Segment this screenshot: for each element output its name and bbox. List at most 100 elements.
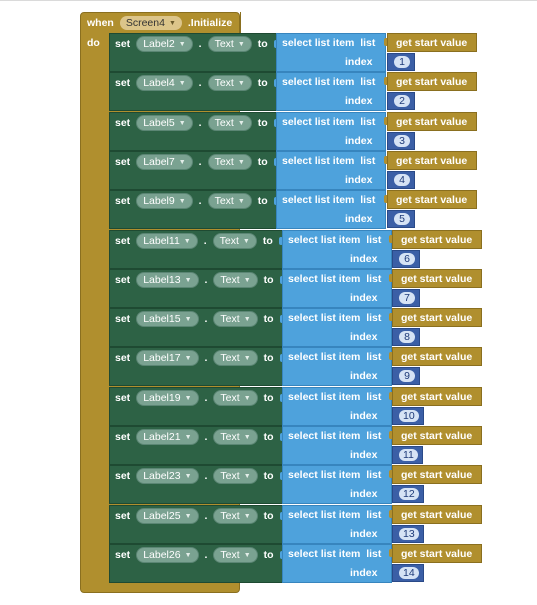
index-value[interactable]: 6 (399, 253, 415, 265)
get-start-value-block[interactable]: get start value (387, 190, 477, 209)
number-block[interactable]: 1 (387, 53, 415, 71)
number-block[interactable]: 7 (392, 289, 420, 307)
component-dropdown[interactable]: Label4 ▼ (136, 75, 193, 91)
get-start-value-block[interactable]: get start value (392, 387, 482, 406)
select-list-item-block[interactable] (276, 151, 386, 190)
to-keyword: to (257, 117, 268, 129)
component-dropdown[interactable]: Label11 ▼ (136, 233, 198, 249)
number-block[interactable]: 5 (387, 210, 415, 228)
get-start-value-block[interactable]: get start value (387, 151, 477, 170)
property-dropdown[interactable]: Text ▼ (213, 547, 258, 563)
component-dropdown-value: Label13 (143, 274, 181, 286)
list-socket-label: list (360, 194, 376, 206)
component-dropdown[interactable]: Label23 ▼ (136, 468, 199, 484)
component-dropdown[interactable]: Label13 ▼ (136, 272, 199, 288)
number-block[interactable]: 3 (387, 132, 415, 150)
property-dropdown[interactable]: Text ▼ (207, 154, 252, 170)
select-list-item-block[interactable] (282, 269, 392, 308)
index-value[interactable]: 4 (394, 174, 410, 186)
component-dropdown[interactable]: Label26 ▼ (136, 547, 199, 563)
property-dropdown[interactable]: Text ▼ (207, 75, 252, 91)
property-dropdown[interactable]: Text ▼ (213, 508, 258, 524)
number-block[interactable]: 2 (387, 92, 415, 110)
number-block[interactable]: 12 (392, 485, 424, 503)
number-block[interactable]: 8 (392, 328, 420, 346)
property-dropdown[interactable]: Text ▼ (213, 272, 258, 288)
dropdown-arrow-icon: ▼ (243, 315, 251, 323)
index-value[interactable]: 9 (399, 370, 415, 382)
select-list-item-block[interactable] (282, 347, 392, 386)
get-start-value-block[interactable]: get start value (392, 465, 482, 484)
number-block[interactable]: 11 (392, 446, 423, 464)
select-list-item-block[interactable] (282, 544, 392, 583)
get-start-value-block[interactable]: get start value (387, 112, 477, 131)
number-block[interactable]: 14 (392, 564, 424, 582)
component-dropdown[interactable]: Label21 ▼ (136, 429, 199, 445)
property-dropdown[interactable]: Text ▼ (207, 115, 252, 131)
get-start-value-block[interactable]: get start value (392, 505, 482, 524)
number-block[interactable]: 10 (392, 407, 424, 425)
property-dropdown[interactable]: Text ▼ (213, 468, 258, 484)
dropdown-arrow-icon: ▼ (243, 512, 251, 520)
dropdown-arrow-icon: ▼ (184, 276, 192, 284)
component-dropdown[interactable]: Label7 ▼ (136, 154, 193, 170)
to-keyword: to (263, 510, 274, 522)
index-value[interactable]: 13 (399, 528, 419, 540)
screen-dropdown[interactable]: Screen4 ▼ (119, 16, 182, 30)
input-connector (279, 276, 284, 284)
component-dropdown[interactable]: Label2 ▼ (136, 36, 193, 52)
select-list-item-block[interactable] (276, 190, 386, 229)
property-dropdown[interactable]: Text ▼ (213, 390, 258, 406)
value-connector (384, 117, 388, 125)
number-block[interactable]: 4 (387, 171, 415, 189)
component-dropdown[interactable]: Label9 ▼ (136, 193, 193, 209)
get-start-value-block[interactable]: get start value (392, 347, 482, 366)
get-start-value-block[interactable]: get start value (392, 269, 482, 288)
index-value[interactable]: 11 (399, 449, 418, 461)
index-value[interactable]: 3 (394, 135, 410, 147)
property-dropdown[interactable]: Text ▼ (207, 36, 252, 52)
select-list-item-text: select list item (288, 548, 361, 560)
select-list-item-text: select list item (288, 509, 361, 521)
get-start-value-block[interactable]: get start value (387, 33, 477, 52)
index-value[interactable]: 7 (399, 292, 415, 304)
component-dropdown[interactable]: Label17 ▼ (136, 350, 199, 366)
index-value[interactable]: 12 (399, 488, 419, 500)
property-dropdown[interactable]: Text ▼ (212, 233, 257, 249)
select-list-item-block[interactable] (282, 387, 392, 426)
get-start-value-block[interactable]: get start value (392, 544, 482, 563)
select-list-item-block[interactable] (276, 112, 386, 151)
property-dropdown[interactable]: Text ▼ (213, 429, 258, 445)
number-block[interactable]: 9 (392, 367, 420, 385)
get-start-value-block[interactable]: get start value (392, 230, 482, 249)
dropdown-arrow-icon: ▼ (243, 433, 251, 441)
component-dropdown[interactable]: Label19 ▼ (136, 390, 199, 406)
number-block[interactable]: 13 (392, 525, 424, 543)
number-block[interactable]: 6 (392, 250, 420, 268)
select-list-item-block[interactable] (276, 33, 386, 72)
select-list-item-block[interactable] (282, 426, 392, 465)
index-value[interactable]: 14 (399, 567, 419, 579)
get-start-value-block[interactable]: get start value (392, 308, 482, 327)
select-list-item-block[interactable] (282, 465, 392, 504)
select-list-item-block[interactable] (282, 308, 392, 347)
select-list-item-block[interactable] (282, 230, 392, 269)
select-list-item-block[interactable] (276, 72, 386, 111)
property-dropdown[interactable]: Text ▼ (207, 193, 252, 209)
set-block-header: set Label9 ▼ . Text ▼ to (115, 192, 278, 210)
property-dropdown[interactable]: Text ▼ (213, 350, 258, 366)
get-start-value-block[interactable]: get start value (387, 72, 477, 91)
index-value[interactable]: 10 (399, 410, 419, 422)
component-dropdown[interactable]: Label15 ▼ (136, 311, 199, 327)
component-dropdown[interactable]: Label5 ▼ (136, 115, 193, 131)
index-value[interactable]: 8 (399, 331, 415, 343)
get-start-value-block[interactable]: get start value (392, 426, 482, 445)
component-dropdown[interactable]: Label25 ▼ (136, 508, 199, 524)
index-value[interactable]: 1 (394, 56, 410, 68)
property-dropdown[interactable]: Text ▼ (213, 311, 258, 327)
value-connector (389, 392, 393, 400)
index-value[interactable]: 5 (394, 213, 410, 225)
select-list-item-block[interactable] (282, 505, 392, 544)
index-value[interactable]: 2 (394, 95, 410, 107)
